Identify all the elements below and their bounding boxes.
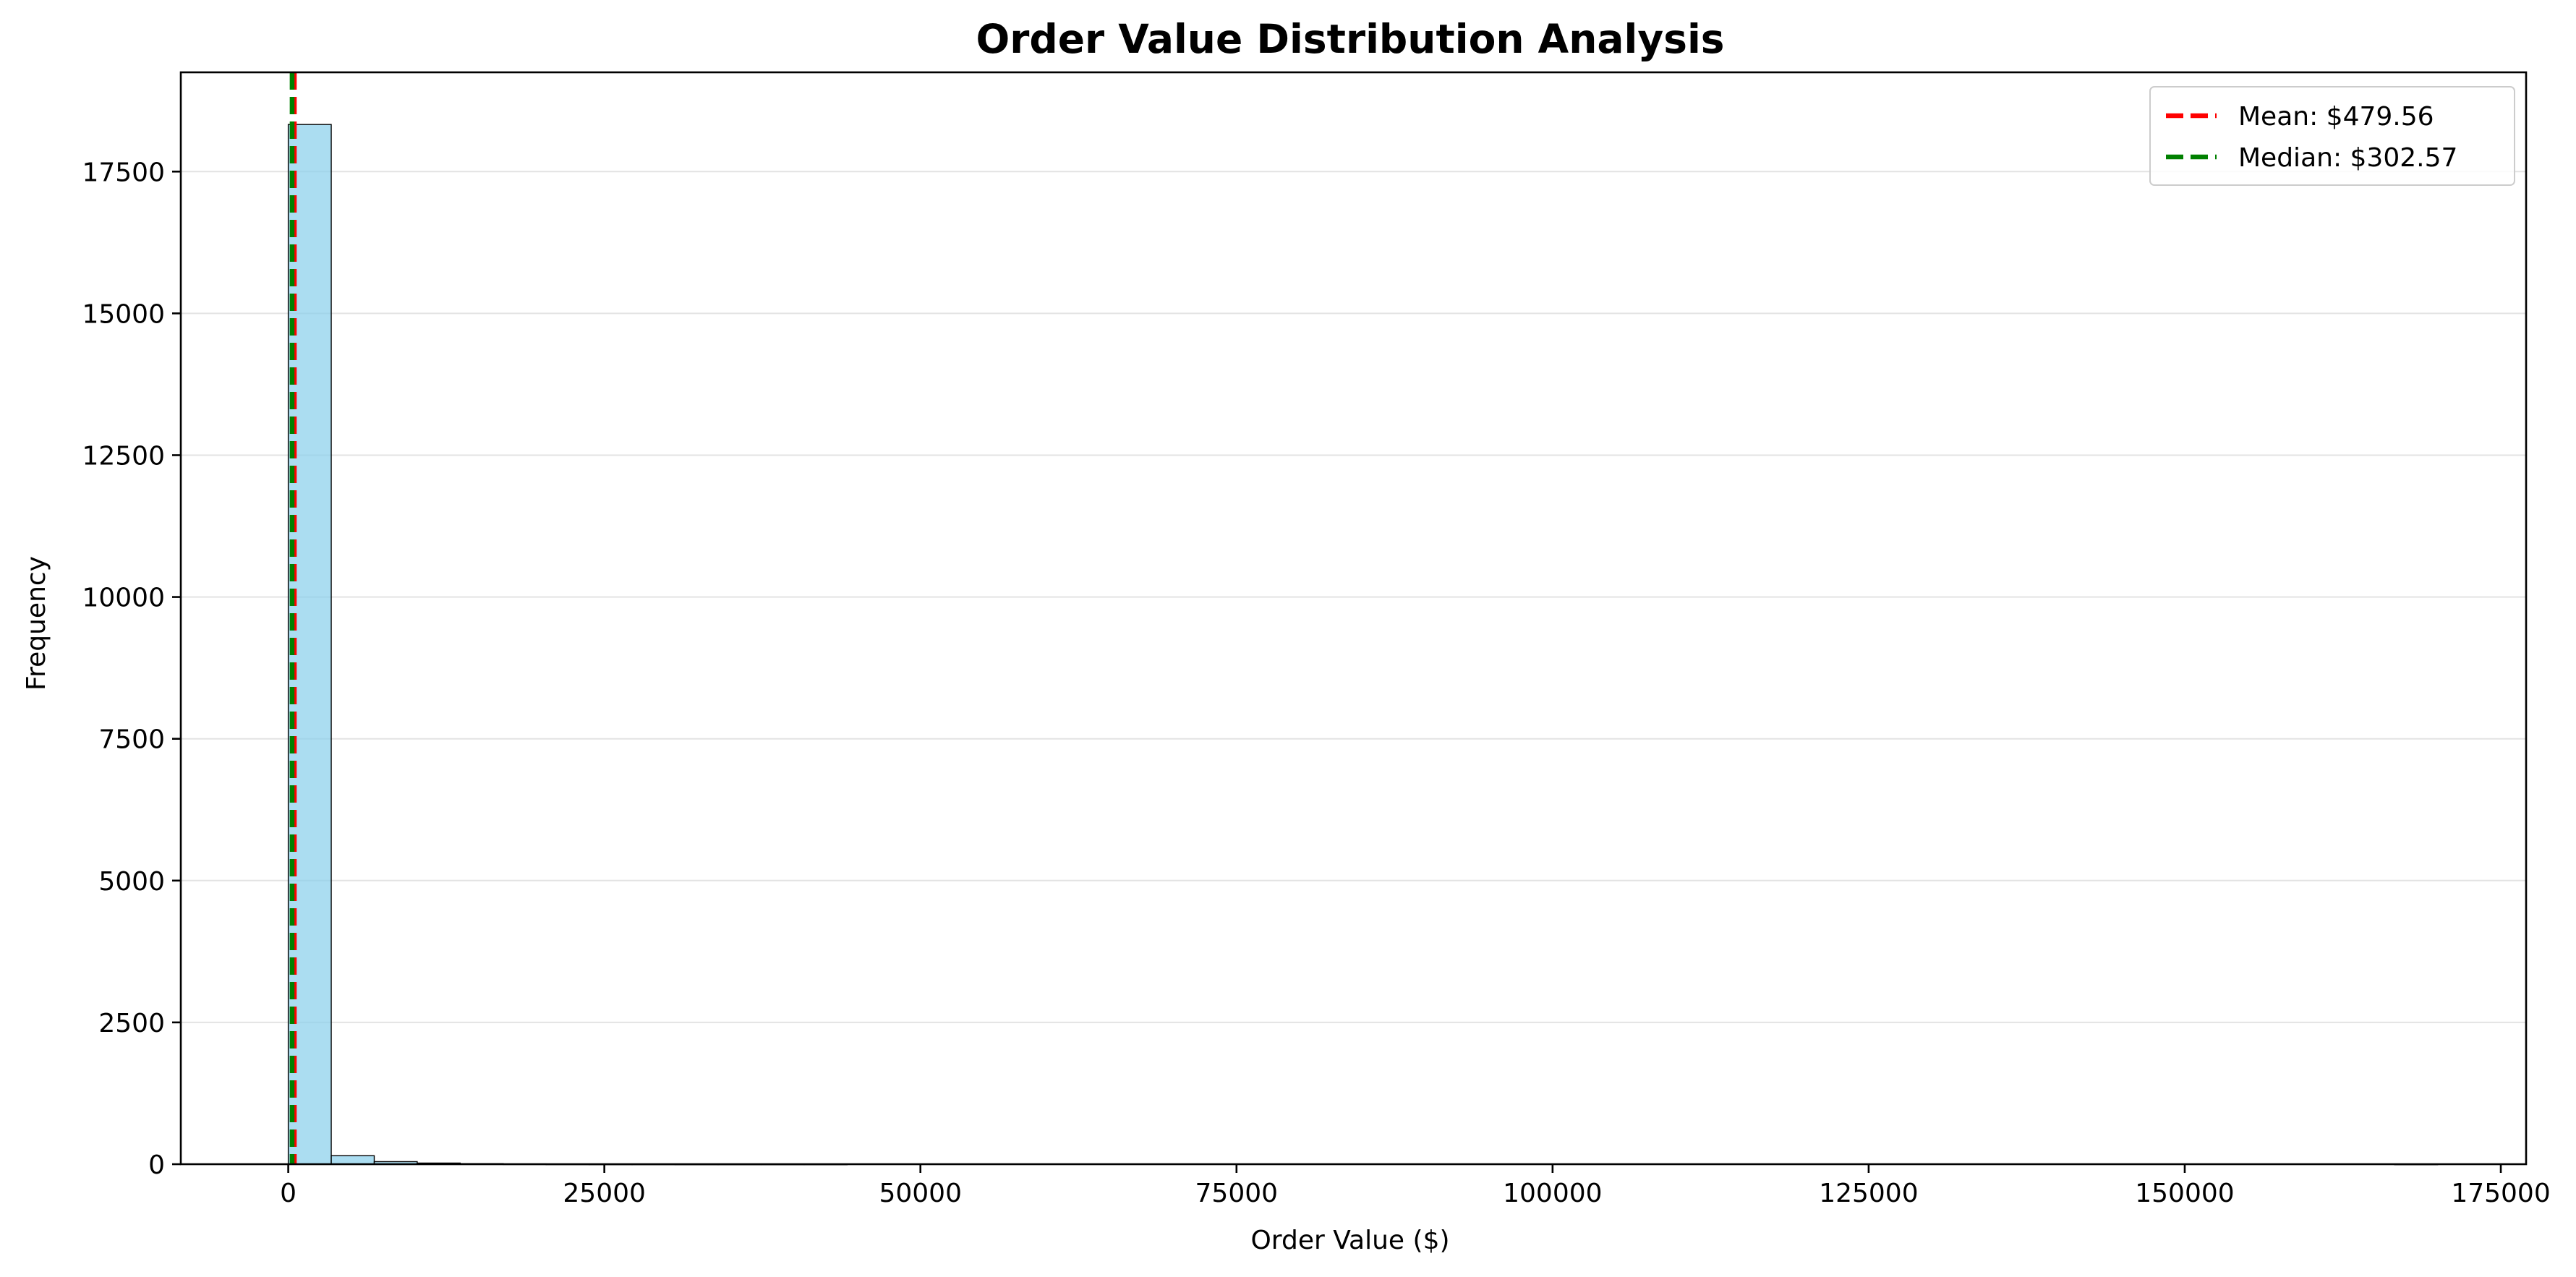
- legend: Mean: $479.56 Median: $302.57: [2149, 86, 2515, 186]
- x-tick-label: 100000: [1503, 1179, 1602, 1208]
- grid-lines: [181, 171, 2526, 1165]
- chart-title: Order Value Distribution Analysis: [976, 16, 1724, 62]
- legend-label: Median: $302.57: [2238, 143, 2457, 173]
- x-tick-label: 25000: [563, 1179, 646, 1208]
- y-tick-label: 10000: [82, 584, 165, 613]
- reference-lines: [289, 72, 297, 1164]
- x-tick-label: 75000: [1195, 1179, 1279, 1208]
- legend-box: [2149, 86, 2515, 186]
- y-tick-label: 17500: [82, 158, 165, 187]
- y-tick-label: 12500: [82, 441, 165, 471]
- x-tick-label: 0: [280, 1179, 297, 1208]
- plot-frame: [179, 71, 2528, 1166]
- y-axis-label: Frequency: [22, 556, 51, 691]
- x-tick-label: 125000: [1819, 1179, 1918, 1208]
- x-axis-ticks: 0 25000 50000 75000 100000 125000 150000 175000: [280, 1164, 2551, 1208]
- histogram-bar: [330, 1155, 375, 1165]
- legend-label: Mean: $479.56: [2238, 102, 2434, 132]
- x-tick-label: 50000: [879, 1179, 962, 1208]
- x-tick-label: 150000: [2135, 1179, 2234, 1208]
- y-tick-label: 15000: [82, 299, 165, 329]
- y-axis-ticks: 0 2500 5000 7500 10000 12500 15000 17500: [82, 158, 181, 1180]
- y-tick-label: 0: [148, 1150, 165, 1180]
- x-axis-label: Order Value ($): [1250, 1226, 1449, 1255]
- y-tick-label: 2500: [98, 1009, 165, 1038]
- y-tick-label: 5000: [98, 867, 165, 897]
- y-tick-label: 7500: [98, 725, 165, 755]
- x-tick-label: 175000: [2451, 1179, 2550, 1208]
